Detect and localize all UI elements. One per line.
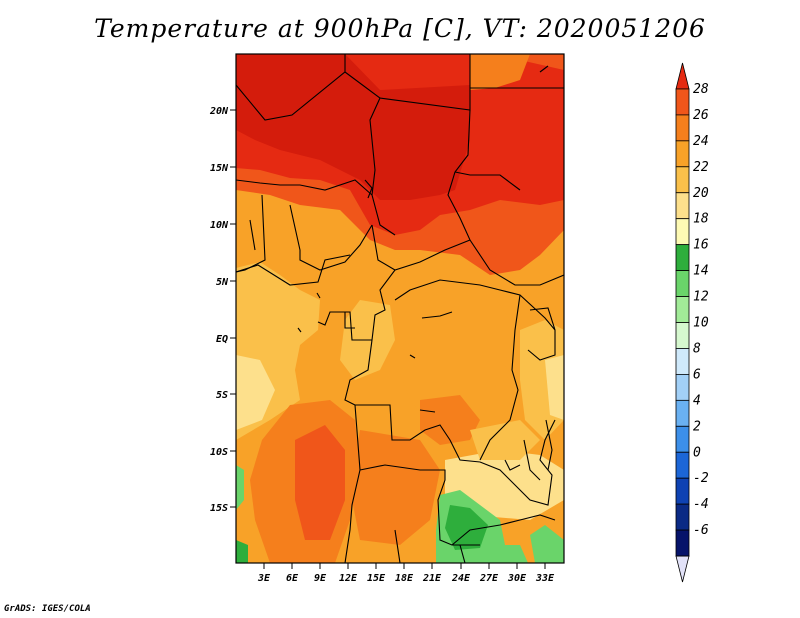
grads-credit: GrADS: IGES/COLA [4,604,91,614]
colorbar-segment [675,166,690,194]
lat-label: EQ [216,334,228,345]
lat-label: 5N [216,277,229,288]
colorbar-segment [675,244,690,271]
lon-label: 12E [339,573,358,584]
colorbar-label: 6 [693,367,701,382]
lat-label: 10N [210,220,229,231]
colorbar-label: -4 [693,497,709,512]
country-borders [236,54,564,563]
colorbar-segment [675,322,690,349]
lon-label: 9E [314,573,327,584]
colorbar-label: 20 [693,186,709,201]
colorbar-segment [675,399,690,427]
colorbar-segment [675,296,690,323]
lon-label: 15E [367,573,386,584]
lat-label: 15S [210,503,228,514]
colorbar-segment [675,477,690,505]
colorbar-label: 18 [693,212,709,227]
colorbar-arrow-top [675,62,690,90]
lon-label: 18E [395,573,414,584]
colorbar-label: 0 [693,445,701,460]
chart-title: Temperature at 900hPa [C], VT: 202005120… [94,14,706,43]
colorbar-segment [675,270,690,297]
colorbar-segment [675,503,690,531]
temperature-field [236,54,564,563]
colorbar-segment [675,373,690,401]
colorbar-label: 26 [693,108,709,123]
lon-label: 6E [286,573,299,584]
colorbar-arrow-bottom [675,555,690,583]
colorbar-label: 2 [693,419,701,434]
colorbar-label: 22 [693,160,709,175]
lat-label: 20N [209,106,229,117]
colorbar-label: 10 [693,316,709,331]
colorbar-label: -2 [693,471,709,486]
colorbar-label: 4 [693,393,701,408]
colorbar-label: 16 [693,238,709,253]
lat-label: 15N [210,163,229,174]
colorbar-segment [675,425,690,453]
lon-label: 27E [479,573,499,584]
colorbar-segment [675,218,690,246]
lon-label: 30E [507,573,527,584]
map-frame [235,53,565,564]
lat-label: 5S [216,390,228,401]
colorbar-segment [675,192,690,220]
longitude-axis: 3E 6E 9E 12E 15E 18E 21E 24E 27E 30E 33E [257,563,555,584]
lon-label: 24E [451,573,471,584]
colorbar-segment [675,88,690,116]
lat-label: 10S [210,447,228,458]
colorbar-label: 8 [693,341,701,356]
colorbar-segment [675,140,690,168]
lon-label: 21E [422,573,442,584]
colorbar-label: 28 [693,82,709,97]
colorbar-segment [675,529,690,557]
colorbar-segment [675,348,690,375]
colorbar-label: 14 [693,264,709,279]
colorbar-label: 12 [693,290,709,305]
lon-label: 33E [535,573,555,584]
colorbar-segment [675,114,690,142]
colorbar-segment [675,451,690,479]
lon-label: 3E [257,573,271,584]
colorbar-label: -6 [693,523,709,538]
latitude-axis: 20N 15N 10N 5N EQ 5S 10S 15S [209,106,236,514]
colorbar-label: 24 [693,134,709,149]
